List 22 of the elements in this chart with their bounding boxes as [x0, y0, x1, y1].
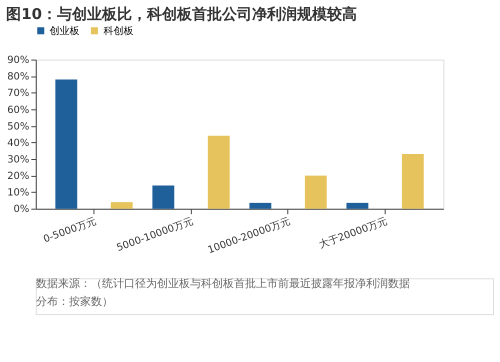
y-tick-label: 20% — [7, 171, 30, 182]
bar — [346, 202, 368, 209]
y-tick-label: 30% — [7, 154, 30, 166]
y-tick-label: 50% — [7, 121, 30, 132]
bar — [402, 154, 424, 209]
chart-title: 图10：与创业板比，科创板首批公司净利润规模较高 — [6, 4, 357, 23]
y-tick-label: 40% — [7, 138, 30, 149]
bar — [249, 202, 272, 209]
y-tick-label: 80% — [7, 72, 30, 83]
bar — [55, 79, 78, 209]
bar — [110, 202, 133, 209]
bar — [152, 186, 174, 209]
legend-label: 创业板 — [50, 24, 80, 37]
y-tick-label: 70% — [7, 88, 30, 100]
y-tick-label: 60% — [7, 104, 30, 116]
bar — [208, 136, 230, 209]
y-tick-label: 10% — [7, 188, 30, 199]
legend-label: 科创板 — [103, 24, 134, 37]
y-tick-label: 90% — [7, 55, 30, 66]
bar — [304, 176, 327, 209]
source-note: 数据来源：（统计口径为创业板与科创板首批上市前最近披露年报净利润数据分布：按家数） — [36, 277, 410, 308]
y-tick-label: 0% — [14, 204, 30, 216]
